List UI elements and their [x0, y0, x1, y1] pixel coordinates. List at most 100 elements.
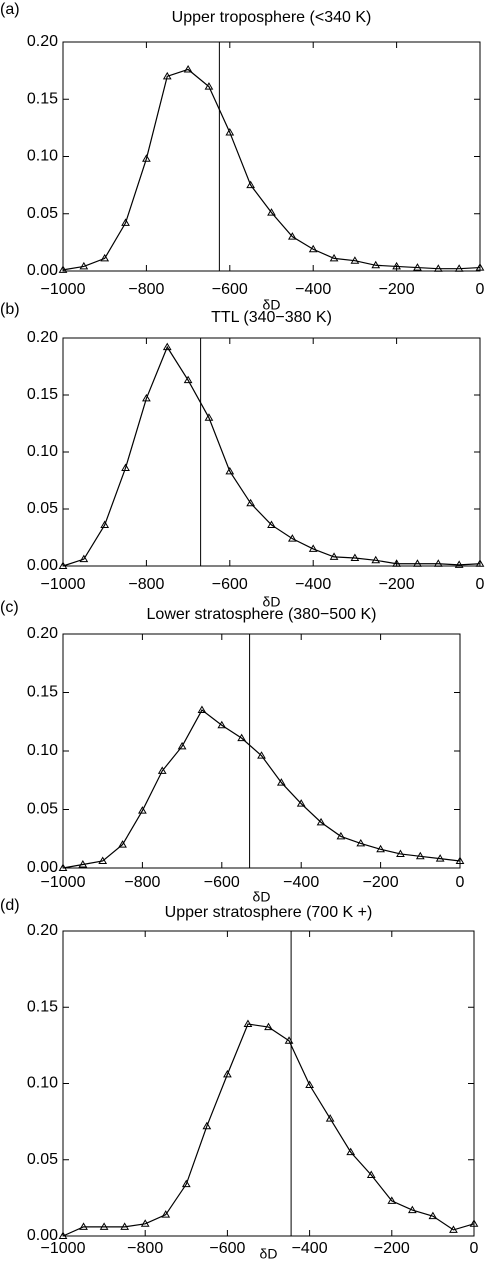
- marker: [204, 413, 214, 421]
- x-axis-label: δD: [263, 594, 281, 610]
- data-line: [62, 1023, 475, 1237]
- marker: [413, 263, 422, 271]
- y-tick-label: 0.05: [27, 500, 58, 517]
- marker: [287, 232, 297, 240]
- y-tick-label: 0.00: [27, 262, 58, 279]
- marker: [223, 1069, 232, 1078]
- marker: [264, 1022, 273, 1031]
- marker: [396, 849, 405, 857]
- x-tick-label: −400: [295, 576, 331, 593]
- marker: [428, 1211, 438, 1220]
- x-tick-label: −200: [379, 281, 415, 298]
- marker: [79, 261, 89, 270]
- marker: [157, 766, 167, 774]
- y-tick-label: 0.05: [27, 1151, 58, 1168]
- x-tick-label: −200: [363, 874, 399, 891]
- marker: [415, 851, 425, 860]
- marker: [267, 208, 276, 216]
- marker: [58, 265, 68, 273]
- x-tick-label: 0: [476, 576, 485, 593]
- marker: [329, 552, 339, 560]
- marker: [121, 218, 130, 226]
- marker: [100, 520, 110, 528]
- marker: [475, 559, 485, 567]
- marker: [469, 1219, 479, 1227]
- x-tick-label: −400: [295, 281, 331, 298]
- marker: [246, 498, 256, 507]
- x-tick-label: −600: [204, 874, 240, 891]
- x-tick-label: −400: [292, 1240, 328, 1257]
- y-tick-label: 0.00: [27, 859, 58, 876]
- marker: [225, 466, 235, 475]
- y-tick-label: 0.00: [27, 557, 58, 574]
- chart-title: Lower stratosphere (380−500 K): [147, 606, 377, 623]
- marker: [296, 799, 306, 807]
- marker: [376, 844, 385, 853]
- y-tick-label: 0.00: [27, 1227, 58, 1244]
- marker: [243, 1019, 253, 1028]
- chart-title: Upper stratosphere (700 K +): [165, 904, 373, 921]
- marker: [356, 838, 366, 847]
- marker: [58, 561, 68, 569]
- marker: [162, 71, 172, 80]
- x-tick-label: −800: [124, 874, 160, 891]
- marker: [225, 127, 235, 136]
- x-tick-label: −400: [283, 874, 319, 891]
- marker: [407, 1205, 417, 1214]
- marker: [287, 534, 297, 542]
- x-tick-label: −1000: [41, 576, 86, 593]
- chart-title: TTL (340−380 K): [211, 309, 332, 326]
- marker: [78, 859, 88, 868]
- marker: [246, 180, 256, 189]
- marker: [100, 253, 110, 262]
- marker: [118, 840, 127, 848]
- marker: [433, 559, 443, 567]
- x-tick-label: −800: [128, 576, 164, 593]
- x-tick-label: 0: [470, 1240, 479, 1257]
- x-axis-label: δD: [263, 297, 281, 313]
- marker: [181, 1179, 191, 1188]
- y-tick-label: 0.15: [27, 386, 58, 403]
- marker: [449, 1225, 458, 1233]
- panel-label: (c): [0, 599, 19, 616]
- marker: [79, 554, 89, 563]
- plot-frame: [62, 337, 481, 567]
- marker: [99, 1222, 109, 1230]
- marker: [138, 806, 147, 814]
- marker: [305, 1080, 314, 1089]
- marker: [204, 82, 214, 90]
- marker: [392, 261, 401, 270]
- y-tick-label: 0.05: [27, 205, 58, 222]
- marker: [217, 720, 227, 729]
- y-tick-label: 0.10: [27, 443, 58, 460]
- marker: [350, 256, 360, 264]
- x-tick-label: 0: [456, 874, 465, 891]
- marker: [455, 856, 465, 864]
- y-tick-label: 0.15: [27, 998, 58, 1015]
- marker: [475, 263, 485, 271]
- x-tick-label: −800: [127, 1240, 163, 1257]
- x-tick-label: −200: [379, 576, 415, 593]
- y-tick-label: 0.15: [27, 684, 58, 701]
- marker: [267, 520, 276, 528]
- marker: [371, 555, 381, 564]
- data-line: [62, 709, 461, 869]
- marker: [454, 264, 464, 272]
- marker: [120, 1222, 130, 1230]
- marker: [435, 854, 445, 862]
- marker: [58, 863, 68, 871]
- x-axis-label: δD: [260, 1246, 278, 1262]
- y-tick-label: 0.20: [27, 329, 58, 346]
- marker: [161, 1210, 171, 1218]
- data-line: [62, 68, 481, 271]
- x-axis-label: δD: [253, 889, 271, 905]
- x-tick-label: 0: [476, 281, 485, 298]
- marker: [121, 463, 130, 471]
- y-tick-label: 0.15: [27, 90, 58, 107]
- marker: [183, 64, 193, 73]
- marker: [433, 264, 443, 272]
- x-tick-label: −1000: [41, 281, 86, 298]
- x-tick-label: −800: [128, 281, 164, 298]
- y-tick-label: 0.20: [27, 625, 58, 642]
